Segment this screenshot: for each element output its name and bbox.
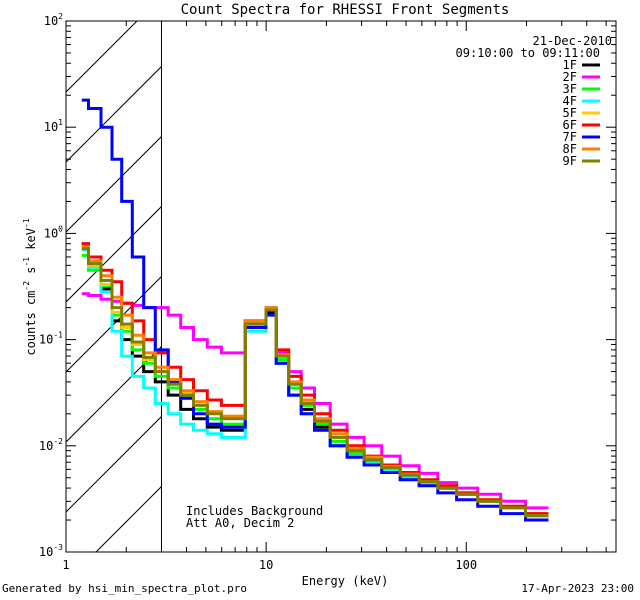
hatch-line	[446, 21, 640, 552]
footer-generated-by: Generated by hsi_min_spectra_plot.pro	[2, 582, 248, 595]
hatch-line	[516, 21, 640, 552]
y-label-exp: -1	[22, 257, 31, 267]
y-tick-exponent: -1	[53, 331, 63, 340]
series-4F	[81, 248, 549, 518]
series-5F	[81, 247, 549, 516]
axis-ticks	[65, 21, 616, 553]
hatch-line	[66, 205, 162, 303]
y-tick-label: 102	[44, 12, 63, 28]
series-7F	[81, 98, 549, 522]
y-tick-mantissa: 10	[44, 14, 58, 28]
y-tick-label: 101	[44, 118, 63, 134]
series-9F	[81, 247, 549, 518]
y-tick-mantissa: 10	[39, 545, 53, 559]
series-8F	[81, 245, 549, 518]
x-tick-labels: 1 10 100	[62, 558, 477, 572]
footer-timestamp: 17-Apr-2023 23:00	[521, 582, 634, 595]
legend-label-5F: 5F	[563, 106, 577, 120]
annotation-background: Includes Background	[186, 504, 323, 518]
y-tick-exponent: -3	[53, 543, 63, 552]
hatch-line	[95, 485, 162, 552]
hatch-line	[66, 21, 68, 23]
y-tick-label: 100	[44, 224, 63, 240]
y-tick-mantissa: 10	[44, 226, 58, 240]
chart-title: Count Spectra for RHESSI Front Segments	[181, 2, 510, 18]
x-tick-label: 1	[62, 558, 69, 572]
y-label-part: keV	[24, 228, 38, 257]
y-tick-mantissa: 10	[39, 333, 53, 347]
x-tick-label: 10	[259, 558, 273, 572]
hatch-line	[66, 275, 162, 373]
legend-label-1F: 1F	[563, 58, 577, 72]
annotation-attenuator: Att A0, Decim 2	[186, 516, 294, 530]
legend-label-8F: 8F	[563, 142, 577, 156]
below-threshold-shaded-region	[66, 21, 640, 552]
y-label-part: counts cm	[24, 291, 38, 356]
y-tick-exponent: -2	[53, 437, 63, 446]
legend-label-9F: 9F	[563, 154, 577, 168]
x-tick-label: 100	[455, 558, 477, 572]
header-date: 21-Dec-2010	[533, 34, 612, 48]
hatch-line	[66, 415, 162, 513]
x-axis-label: Energy (keV)	[302, 574, 389, 588]
y-tick-label: 10-2	[39, 437, 63, 453]
y-label-exp: -2	[22, 281, 31, 291]
legend-label-2F: 2F	[563, 70, 577, 84]
plot-frame	[65, 20, 617, 553]
series-1F	[81, 242, 549, 518]
hatch-line	[66, 135, 162, 233]
header-time-range: 09:10:00 to 09:11:00	[456, 46, 601, 60]
series-layer	[81, 98, 549, 522]
hatch-line	[66, 65, 162, 163]
legend-label-7F: 7F	[563, 130, 577, 144]
y-tick-exponent: 0	[58, 224, 63, 233]
y-tick-mantissa: 10	[44, 120, 58, 134]
legend-label-3F: 3F	[563, 82, 577, 96]
y-tick-exponent: 2	[58, 12, 63, 21]
y-tick-mantissa: 10	[39, 439, 53, 453]
legend-label-6F: 6F	[563, 118, 577, 132]
y-label-exp: -1	[22, 218, 31, 228]
y-label-part: s	[24, 267, 38, 281]
y-axis-label: counts cm-2 s-1 keV-1	[22, 218, 38, 355]
y-tick-label: 10-1	[39, 331, 63, 347]
legend-label-4F: 4F	[563, 94, 577, 108]
y-tick-label: 10-3	[39, 543, 63, 559]
series-3F	[81, 253, 549, 518]
y-tick-exponent: 1	[58, 118, 63, 127]
series-6F	[81, 242, 549, 516]
hatch-line	[66, 21, 138, 93]
